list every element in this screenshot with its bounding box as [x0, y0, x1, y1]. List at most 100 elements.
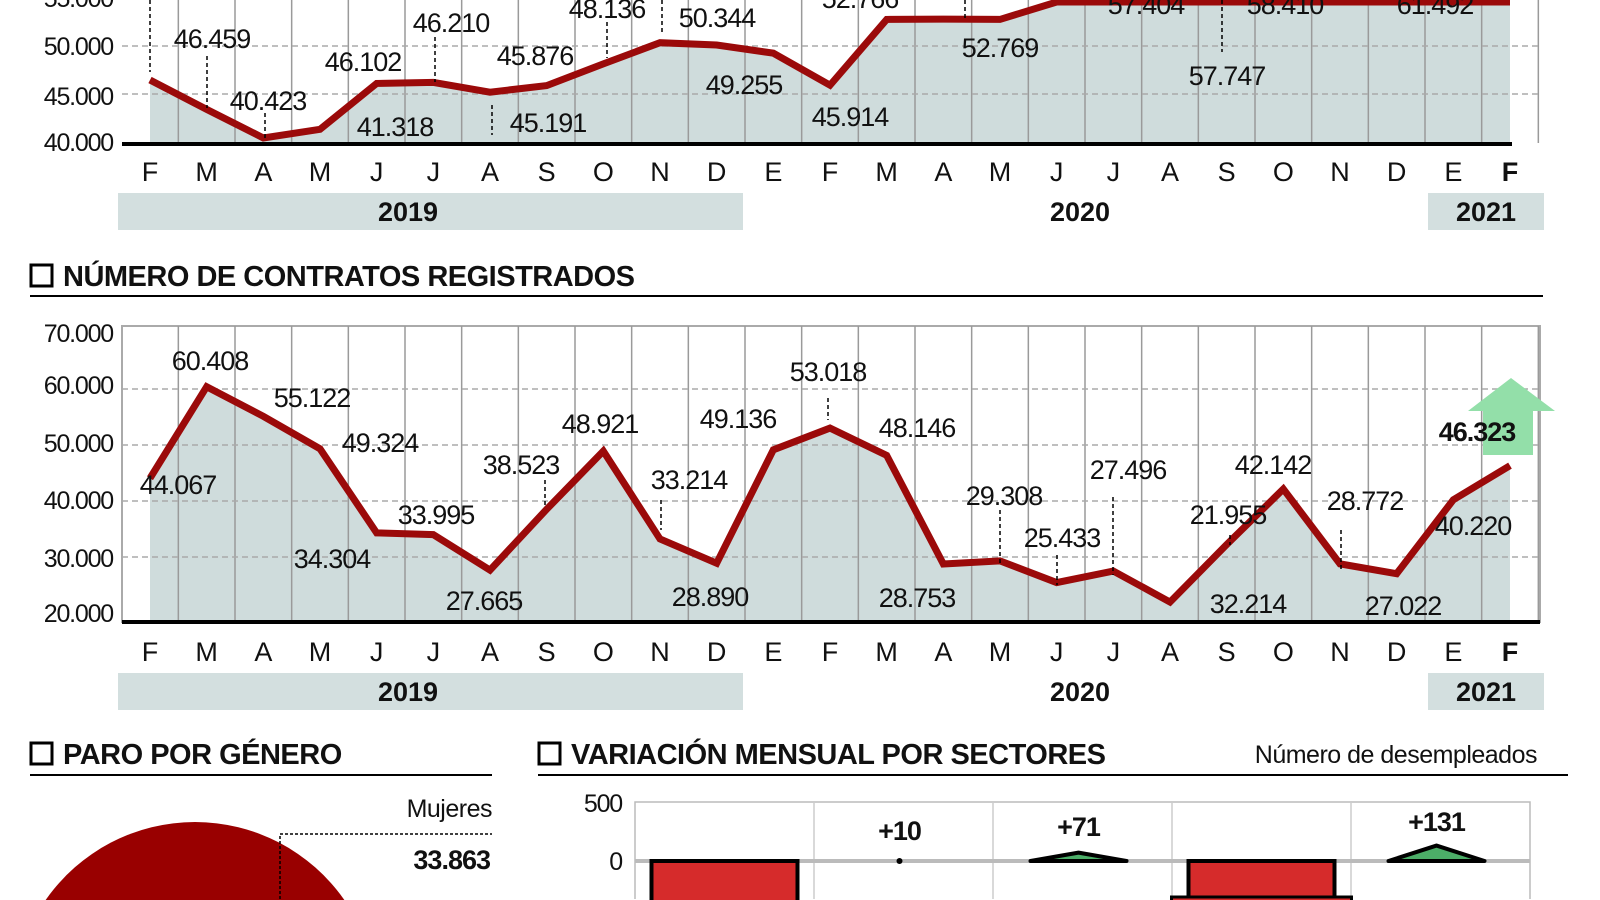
y-tick-label: 45.000	[44, 83, 114, 111]
month-tick-label: M	[875, 157, 898, 187]
bar-value-label: +71	[1057, 812, 1101, 842]
month-tick-label: F	[822, 637, 839, 667]
data-label: 61.492	[1397, 0, 1474, 20]
data-label: 40.220	[1435, 511, 1512, 541]
month-tick-label: D	[707, 157, 727, 187]
month-tick-label: M	[989, 157, 1012, 187]
month-tick-label: F	[1502, 637, 1519, 667]
y-tick-label: 55.000	[44, 0, 114, 13]
data-label: 28.753	[879, 583, 956, 613]
year-band-2021	[1428, 193, 1544, 230]
month-tick-label: M	[195, 157, 218, 187]
month-tick-label: S	[1218, 637, 1236, 667]
month-tick-label: J	[1107, 637, 1121, 667]
month-tick-label: A	[934, 637, 952, 667]
data-label: 60.408	[172, 346, 249, 376]
data-label: 21.955	[1190, 500, 1267, 530]
month-tick-label: M	[195, 637, 218, 667]
month-tick-label: J	[1050, 157, 1064, 187]
section-title: NÚMERO DE CONTRATOS REGISTRADOS	[63, 259, 635, 293]
month-tick-label: A	[1161, 637, 1179, 667]
pie-slice-women	[45, 822, 345, 900]
section-title: VARIACIÓN MENSUAL POR SECTORES	[571, 737, 1106, 771]
data-label: 49.324	[342, 428, 420, 458]
bar-value-label: +131	[1408, 807, 1466, 837]
month-tick-label: F	[142, 637, 159, 667]
bar-value-label: +10	[878, 816, 921, 846]
y-tick-label: 50.000	[44, 430, 114, 458]
y-tick-label: 40.000	[44, 129, 114, 157]
plot-frame	[634, 801, 1531, 899]
data-label: 25.433	[1024, 523, 1101, 553]
year-band-2019	[118, 193, 743, 230]
slice-value-label: 33.863	[413, 845, 491, 875]
month-tick-label: J	[1050, 637, 1064, 667]
month-tick-label: E	[764, 637, 782, 667]
month-tick-label: M	[309, 157, 332, 187]
data-label: 46.210	[413, 8, 490, 38]
month-tick-label: D	[1387, 157, 1407, 187]
checkbox-square-icon	[29, 263, 54, 288]
y-tick-label: 40.000	[44, 487, 114, 515]
month-tick-label: D	[1387, 637, 1407, 667]
data-label: 48.136	[569, 0, 646, 24]
month-tick-label: O	[1273, 637, 1294, 667]
legend-label-women: Mujeres	[407, 795, 492, 823]
y-tick-label: 500	[584, 790, 622, 818]
year-label: 2021	[1456, 677, 1516, 707]
y-tick-label: 20.000	[44, 600, 114, 628]
checkbox-square-icon	[29, 741, 54, 766]
negative-bar	[649, 859, 800, 900]
data-label: 49.255	[706, 70, 783, 100]
month-tick-label: M	[875, 637, 898, 667]
year-label: 2019	[378, 197, 438, 227]
y-tick-label: 60.000	[44, 372, 114, 400]
month-tick-label: N	[650, 157, 670, 187]
negative-bar	[1186, 859, 1337, 900]
year-band-2019	[118, 673, 743, 710]
y-tick-label: 50.000	[44, 33, 114, 61]
data-label: 52.766	[822, 0, 899, 14]
data-label: 58.410	[1247, 0, 1324, 20]
month-tick-label: A	[254, 637, 272, 667]
month-tick-label: O	[1273, 157, 1294, 187]
month-tick-label: J	[370, 157, 384, 187]
negative-bar-step	[1170, 895, 1353, 900]
unemployment-chart: 55.000 50.000 45.000 40.000 46.459 40.423 41.3…	[44, 0, 1544, 230]
data-label: 53.018	[790, 357, 867, 387]
data-label: 55.122	[274, 383, 351, 413]
data-label: 45.914	[812, 102, 890, 132]
positive-marker	[1028, 850, 1129, 863]
data-label: 57.747	[1189, 61, 1266, 91]
data-label: 50.344	[679, 3, 757, 33]
highlight-data-label: 46.323	[1439, 417, 1517, 447]
month-tick-label: N	[1330, 637, 1350, 667]
month-tick-label: S	[538, 157, 556, 187]
section-title: PARO POR GÉNERO	[63, 737, 342, 771]
data-label: 29.308	[966, 481, 1043, 511]
month-tick-label: F	[1502, 157, 1519, 187]
chart-subtitle: Número de desempleados	[1255, 741, 1537, 769]
data-label: 27.665	[446, 586, 523, 616]
checkbox-square-icon	[537, 741, 562, 766]
month-tick-label: O	[593, 637, 614, 667]
sector-chart: VARIACIÓN MENSUAL POR SECTORES Número de …	[537, 737, 1568, 900]
data-label: 48.921	[562, 409, 639, 439]
data-label: 45.876	[497, 41, 574, 71]
month-tick-label: E	[764, 157, 782, 187]
positive-marker	[1386, 843, 1487, 863]
month-tick-label: M	[309, 637, 332, 667]
month-tick-label: A	[934, 157, 952, 187]
data-label: 49.136	[700, 404, 777, 434]
month-tick-label: N	[650, 637, 670, 667]
data-label: 27.022	[1365, 591, 1442, 621]
positive-marker	[896, 858, 903, 864]
month-tick-label: A	[481, 637, 499, 667]
month-tick-label: A	[481, 157, 499, 187]
month-tick-label: S	[538, 637, 556, 667]
label-leader-line	[279, 833, 492, 899]
y-tick-label: 70.000	[44, 320, 114, 348]
data-label: 32.214	[1210, 589, 1288, 619]
year-label: 2020	[1050, 677, 1110, 707]
